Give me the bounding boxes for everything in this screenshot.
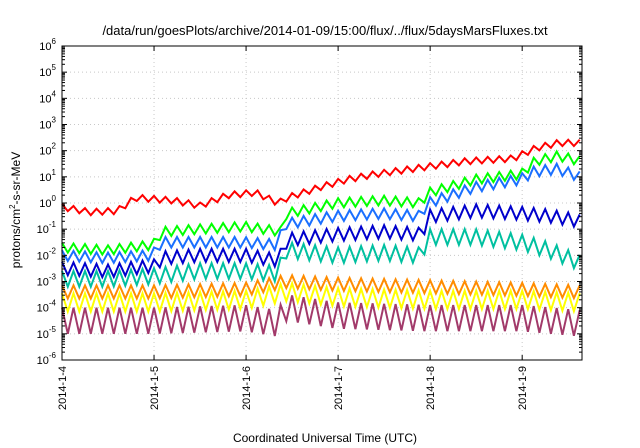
- y-tick-label: 102: [39, 142, 56, 158]
- x-tick-label: 2014-1-8: [425, 366, 437, 410]
- x-tick-label: 2014-1-6: [241, 366, 253, 410]
- y-tick-exponent: -3: [49, 273, 57, 282]
- y-tick-exponent: 1: [52, 168, 57, 177]
- y-tick-base: 10: [37, 329, 49, 341]
- y-tick-exponent: 2: [52, 142, 57, 151]
- chart-title: /data/run/goesPlots/archive/2014-01-09/1…: [102, 23, 548, 38]
- y-tick-exponent: 4: [52, 89, 57, 98]
- y-tick-base: 10: [37, 277, 49, 289]
- y-tick-label: 10-6: [37, 351, 57, 367]
- y-tick-label: 106: [39, 37, 56, 53]
- grid: [62, 46, 582, 360]
- series-line-3: [61, 201, 581, 280]
- y-tick-exponent: -2: [49, 246, 57, 255]
- y-tick-base: 10: [39, 41, 51, 53]
- y-tick-exponent: -5: [49, 325, 57, 334]
- y-tick-label: 103: [39, 116, 56, 132]
- y-tick-base: 10: [39, 146, 51, 158]
- y-tick-label: 10-2: [37, 246, 57, 262]
- y-tick-label: 100: [39, 194, 56, 210]
- series-line-0: [61, 138, 581, 217]
- y-tick-exponent: -6: [49, 351, 57, 360]
- series-line-2: [61, 161, 581, 266]
- x-tick-label: 2014-1-7: [333, 366, 345, 410]
- y-tick-label: 10-3: [37, 273, 57, 289]
- y-tick-exponent: -1: [49, 220, 57, 229]
- series-line-7: [61, 295, 581, 337]
- y-tick-exponent: 6: [52, 37, 57, 46]
- y-tick-base: 10: [37, 303, 49, 315]
- y-tick-base: 10: [37, 224, 49, 236]
- series-line-4: [61, 225, 581, 290]
- x-tick-label: 2014-1-9: [517, 366, 529, 410]
- y-tick-exponent: -4: [49, 299, 57, 308]
- y-axis-label-unit: -s-sr-MeV: [9, 152, 23, 205]
- y-tick-label: 101: [39, 168, 56, 184]
- y-tick-exponent: 5: [52, 63, 57, 72]
- y-axis-label-main: protons/cm: [9, 209, 23, 268]
- y-tick-exponent: 0: [52, 194, 57, 203]
- y-axis-label: protons/cm2-s-sr-MeV: [8, 152, 23, 268]
- y-tick-base: 10: [39, 120, 51, 132]
- x-tick-label: 2014-1-4: [57, 366, 69, 410]
- series-line-5: [61, 272, 581, 301]
- y-tick-exponent: 3: [52, 116, 57, 125]
- y-tick-label: 10-5: [37, 325, 57, 341]
- y-tick-base: 10: [37, 355, 49, 367]
- y-tick-label: 105: [39, 63, 56, 79]
- y-tick-base: 10: [39, 198, 51, 210]
- y-tick-label: 10-4: [37, 299, 57, 315]
- ticks: 10-610-510-410-310-210-11001011021031041…: [37, 37, 582, 410]
- y-tick-label: 104: [39, 89, 56, 105]
- y-tick-base: 10: [39, 67, 51, 79]
- series-layer: [61, 138, 581, 337]
- x-axis-label: Coordinated Universal Time (UTC): [233, 431, 417, 445]
- series-line-1: [61, 149, 581, 257]
- y-tick-label: 10-1: [37, 220, 57, 236]
- y-axis-label-exponent: 2: [8, 204, 17, 209]
- x-tick-label: 2014-1-5: [149, 366, 161, 410]
- series-line-6: [61, 279, 581, 315]
- y-tick-base: 10: [39, 172, 51, 184]
- y-tick-base: 10: [39, 93, 51, 105]
- y-tick-base: 10: [37, 250, 49, 262]
